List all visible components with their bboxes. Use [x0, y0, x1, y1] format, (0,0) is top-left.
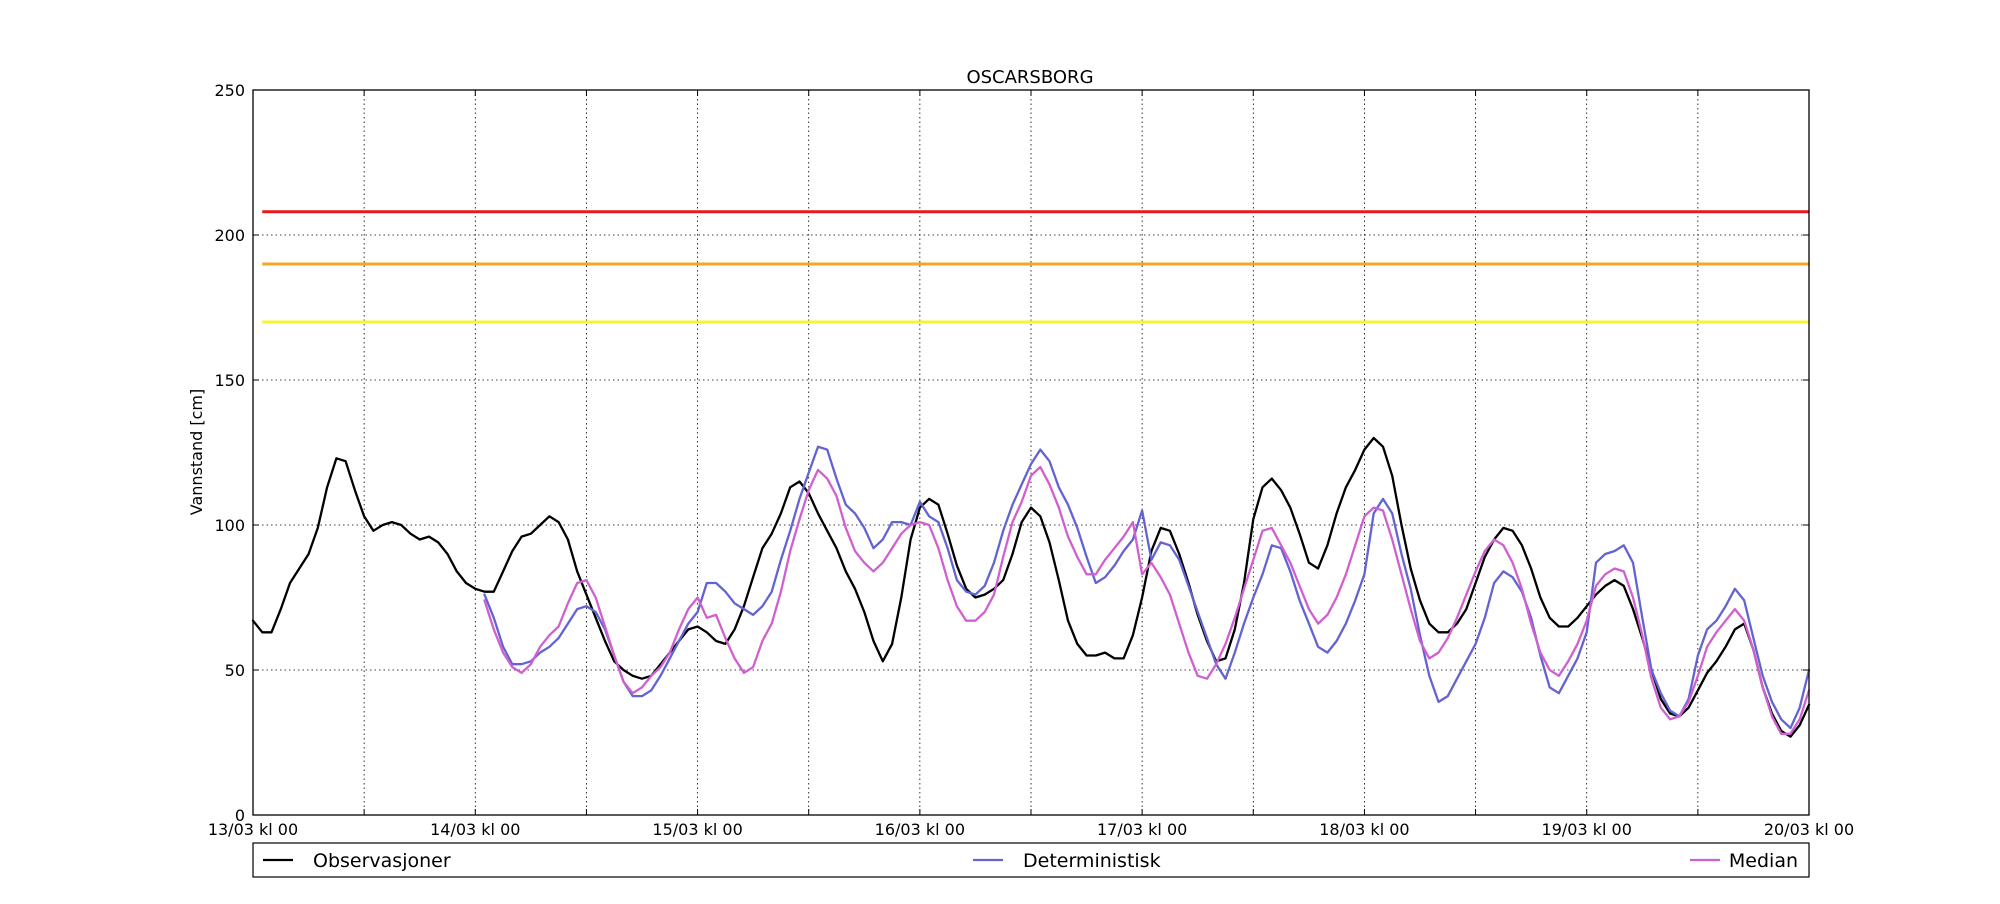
y-tick-label: 50 [225, 661, 245, 680]
x-tick-label: 13/03 kl 00 [208, 820, 298, 839]
legend-label: Deterministisk [1023, 850, 1161, 872]
x-tick-label: 14/03 kl 00 [430, 820, 520, 839]
y-tick-label: 200 [214, 226, 245, 245]
y-axis-title: Vannstand [cm] [187, 389, 206, 515]
x-tick-label: 15/03 kl 00 [652, 820, 742, 839]
legend: Observasjoner Deterministisk Median [252, 842, 1810, 878]
x-tick-label: 16/03 kl 00 [875, 820, 965, 839]
series-layer [251, 436, 1811, 738]
y-tick-label: 100 [214, 516, 245, 535]
y-tick-label: 150 [214, 371, 245, 390]
chart-title: OSCARSBORG [966, 67, 1093, 88]
y-tick-label: 250 [214, 81, 245, 100]
legend-label: Median [1729, 850, 1798, 872]
x-tick-label: 19/03 kl 00 [1542, 820, 1632, 839]
x-tick-label: 17/03 kl 00 [1097, 820, 1187, 839]
y-tick-label: 0 [235, 806, 245, 825]
x-tick-label: 18/03 kl 00 [1319, 820, 1409, 839]
series-line-observasjoner [251, 436, 1811, 738]
x-tick-label: 20/03 kl 00 [1764, 820, 1854, 839]
series-line-deterministisk [483, 445, 1811, 730]
tick-layer: 0 50 100 150 200 250 13/03 kl 00 14/03 kl 00 15/… [208, 81, 1854, 839]
legend-box [252, 842, 1810, 878]
threshold-layer [262, 210, 1809, 324]
grid-layer [253, 90, 1809, 815]
legend-label: Observasjoner [313, 850, 451, 872]
series-line-median [483, 465, 1811, 735]
